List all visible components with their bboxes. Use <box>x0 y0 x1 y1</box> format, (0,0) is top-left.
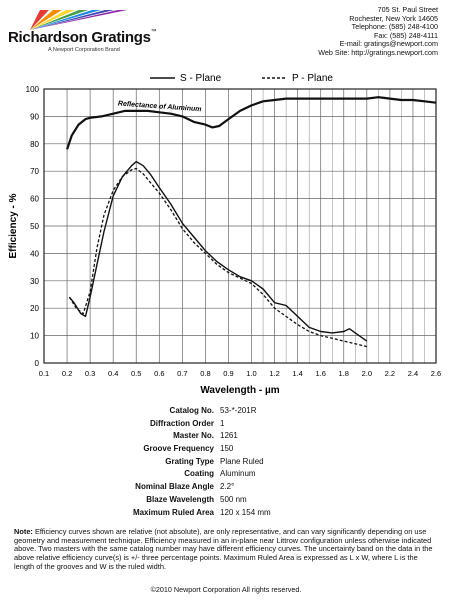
brand-name: Richardson Gratings™ <box>8 29 157 46</box>
spec-row: Grating Type Plane Ruled <box>165 456 264 466</box>
spec-row: Master No. 1261 <box>173 431 238 441</box>
y-tick-label: 60 <box>30 195 39 204</box>
x-tick-label: 0.6 <box>154 369 164 378</box>
address-line: Rochester, New York 14605 <box>349 13 438 23</box>
logo-ray <box>30 10 127 30</box>
contact-address: 705 St. Paul Street Rochester, New York … <box>318 5 438 58</box>
x-tick-label: 0.8 <box>200 369 210 378</box>
y-axis-ticks: 0 10 20 30 40 50 60 70 80 90 100 <box>26 85 40 368</box>
x-tick-label: 2.2 <box>385 369 395 378</box>
legend-label-p: P - Plane <box>292 73 333 84</box>
x-tick-label: 2.0 <box>362 369 372 378</box>
spec-table: Catalog No. 53-*-201R Diffraction Order 1 … <box>0 406 452 520</box>
y-tick-label: 90 <box>30 112 39 121</box>
website-line: Web Site: http://gratings.newport.com <box>318 47 438 57</box>
legend-label-s: S - Plane <box>180 73 222 84</box>
note-text: Efficiency curves shown are relative (no… <box>14 527 433 571</box>
y-tick-label: 40 <box>30 249 39 258</box>
s-plane-line <box>68 160 368 342</box>
y-tick-label: 100 <box>26 85 40 94</box>
address-line: 705 St. Paul Street <box>377 5 438 14</box>
x-tick-label: 1.2 <box>269 369 279 378</box>
brand-tagline: A Newport Corporation Brand <box>48 47 120 53</box>
logo-ray <box>30 10 75 30</box>
spec-row: Groove Frequency 150 <box>143 444 234 454</box>
x-tick-label: 1.6 <box>315 369 325 378</box>
y-tick-label: 80 <box>30 140 39 149</box>
x-tick-label: 1.8 <box>339 369 349 378</box>
logo-ray <box>30 10 88 30</box>
spec-row: Diffraction Order 1 <box>149 418 225 428</box>
x-axis-label: Wavelength - µm <box>200 385 279 396</box>
aluminum-reflectance-line <box>66 96 437 150</box>
fax-line: Fax: (585) 248-4111 <box>373 30 438 40</box>
x-tick-label: 0.5 <box>131 369 141 378</box>
y-tick-label: 30 <box>30 277 39 286</box>
x-tick-label: 0.1 <box>39 369 49 378</box>
x-tick-label: 0.7 <box>177 369 187 378</box>
rainbow-rays-icon <box>30 10 127 30</box>
disclaimer-note: Note: Efficiency curves shown are relati… <box>14 527 439 572</box>
x-tick-label: 2.4 <box>408 369 418 378</box>
logo: Richardson Gratings™ A Newport Corporati… <box>8 8 157 56</box>
x-tick-label: 0.2 <box>62 369 72 378</box>
x-tick-label: 0.3 <box>85 369 95 378</box>
spec-row: Blaze Wavelength 500 nm <box>146 494 247 504</box>
y-tick-label: 10 <box>30 332 39 341</box>
chart-series <box>66 96 437 348</box>
y-tick-label: 50 <box>30 222 39 231</box>
logo-ray <box>30 10 114 30</box>
x-tick-label: 1.0 <box>246 369 256 378</box>
spec-row: Maximum Ruled Area 120 x 154 mm <box>132 507 271 517</box>
spec-row: Catalog No. 53-*-201R <box>169 406 257 415</box>
logo-ray <box>30 10 62 30</box>
logo-ray <box>30 10 49 30</box>
email-line: E-mail: gratings@newport.com <box>339 39 438 49</box>
y-tick-label: 70 <box>30 167 39 176</box>
spec-row: Coating Aluminum <box>184 469 256 479</box>
x-tick-label: 2.6 <box>431 369 441 378</box>
x-tick-label: 0.4 <box>108 369 118 378</box>
logo-ray <box>30 10 101 30</box>
p-plane-line <box>68 167 367 348</box>
spec-row: Nominal Blaze Angle 2.2° <box>135 482 235 492</box>
x-tick-label: 0.9 <box>223 369 233 378</box>
y-tick-label: 20 <box>30 304 39 313</box>
chart-legend: S - Plane P - Plane <box>150 73 333 84</box>
y-axis-label: Efficiency - % <box>8 193 19 258</box>
y-tick-label: 0 <box>35 359 40 368</box>
copyright: ©2010 Newport Corporation All rights res… <box>150 585 302 594</box>
note-label: Note: <box>14 527 33 536</box>
chart-grid <box>43 88 437 364</box>
telephone-line: Telephone: (585) 248-4100 <box>351 22 438 32</box>
efficiency-chart: 0.1 0.2 0.3 0.4 0.5 0.6 0.7 0.8 0.9 1.0 1.2 1.4 1.6 1… <box>8 73 441 396</box>
x-tick-label: 1.4 <box>292 369 302 378</box>
plot-frame <box>43 88 437 364</box>
x-axis-ticks: 0.1 0.2 0.3 0.4 0.5 0.6 0.7 0.8 0.9 1.0 1.2 1.4 1.6 1… <box>39 369 441 378</box>
